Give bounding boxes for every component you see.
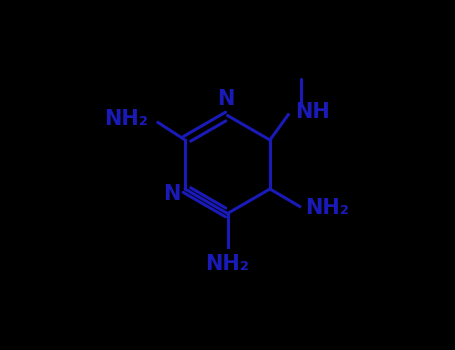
Text: NH: NH (295, 102, 330, 122)
Text: NH₂: NH₂ (305, 198, 349, 218)
Text: N: N (163, 184, 181, 204)
Text: N: N (217, 89, 234, 109)
Text: NH₂: NH₂ (206, 254, 249, 274)
Text: NH₂: NH₂ (104, 109, 148, 129)
